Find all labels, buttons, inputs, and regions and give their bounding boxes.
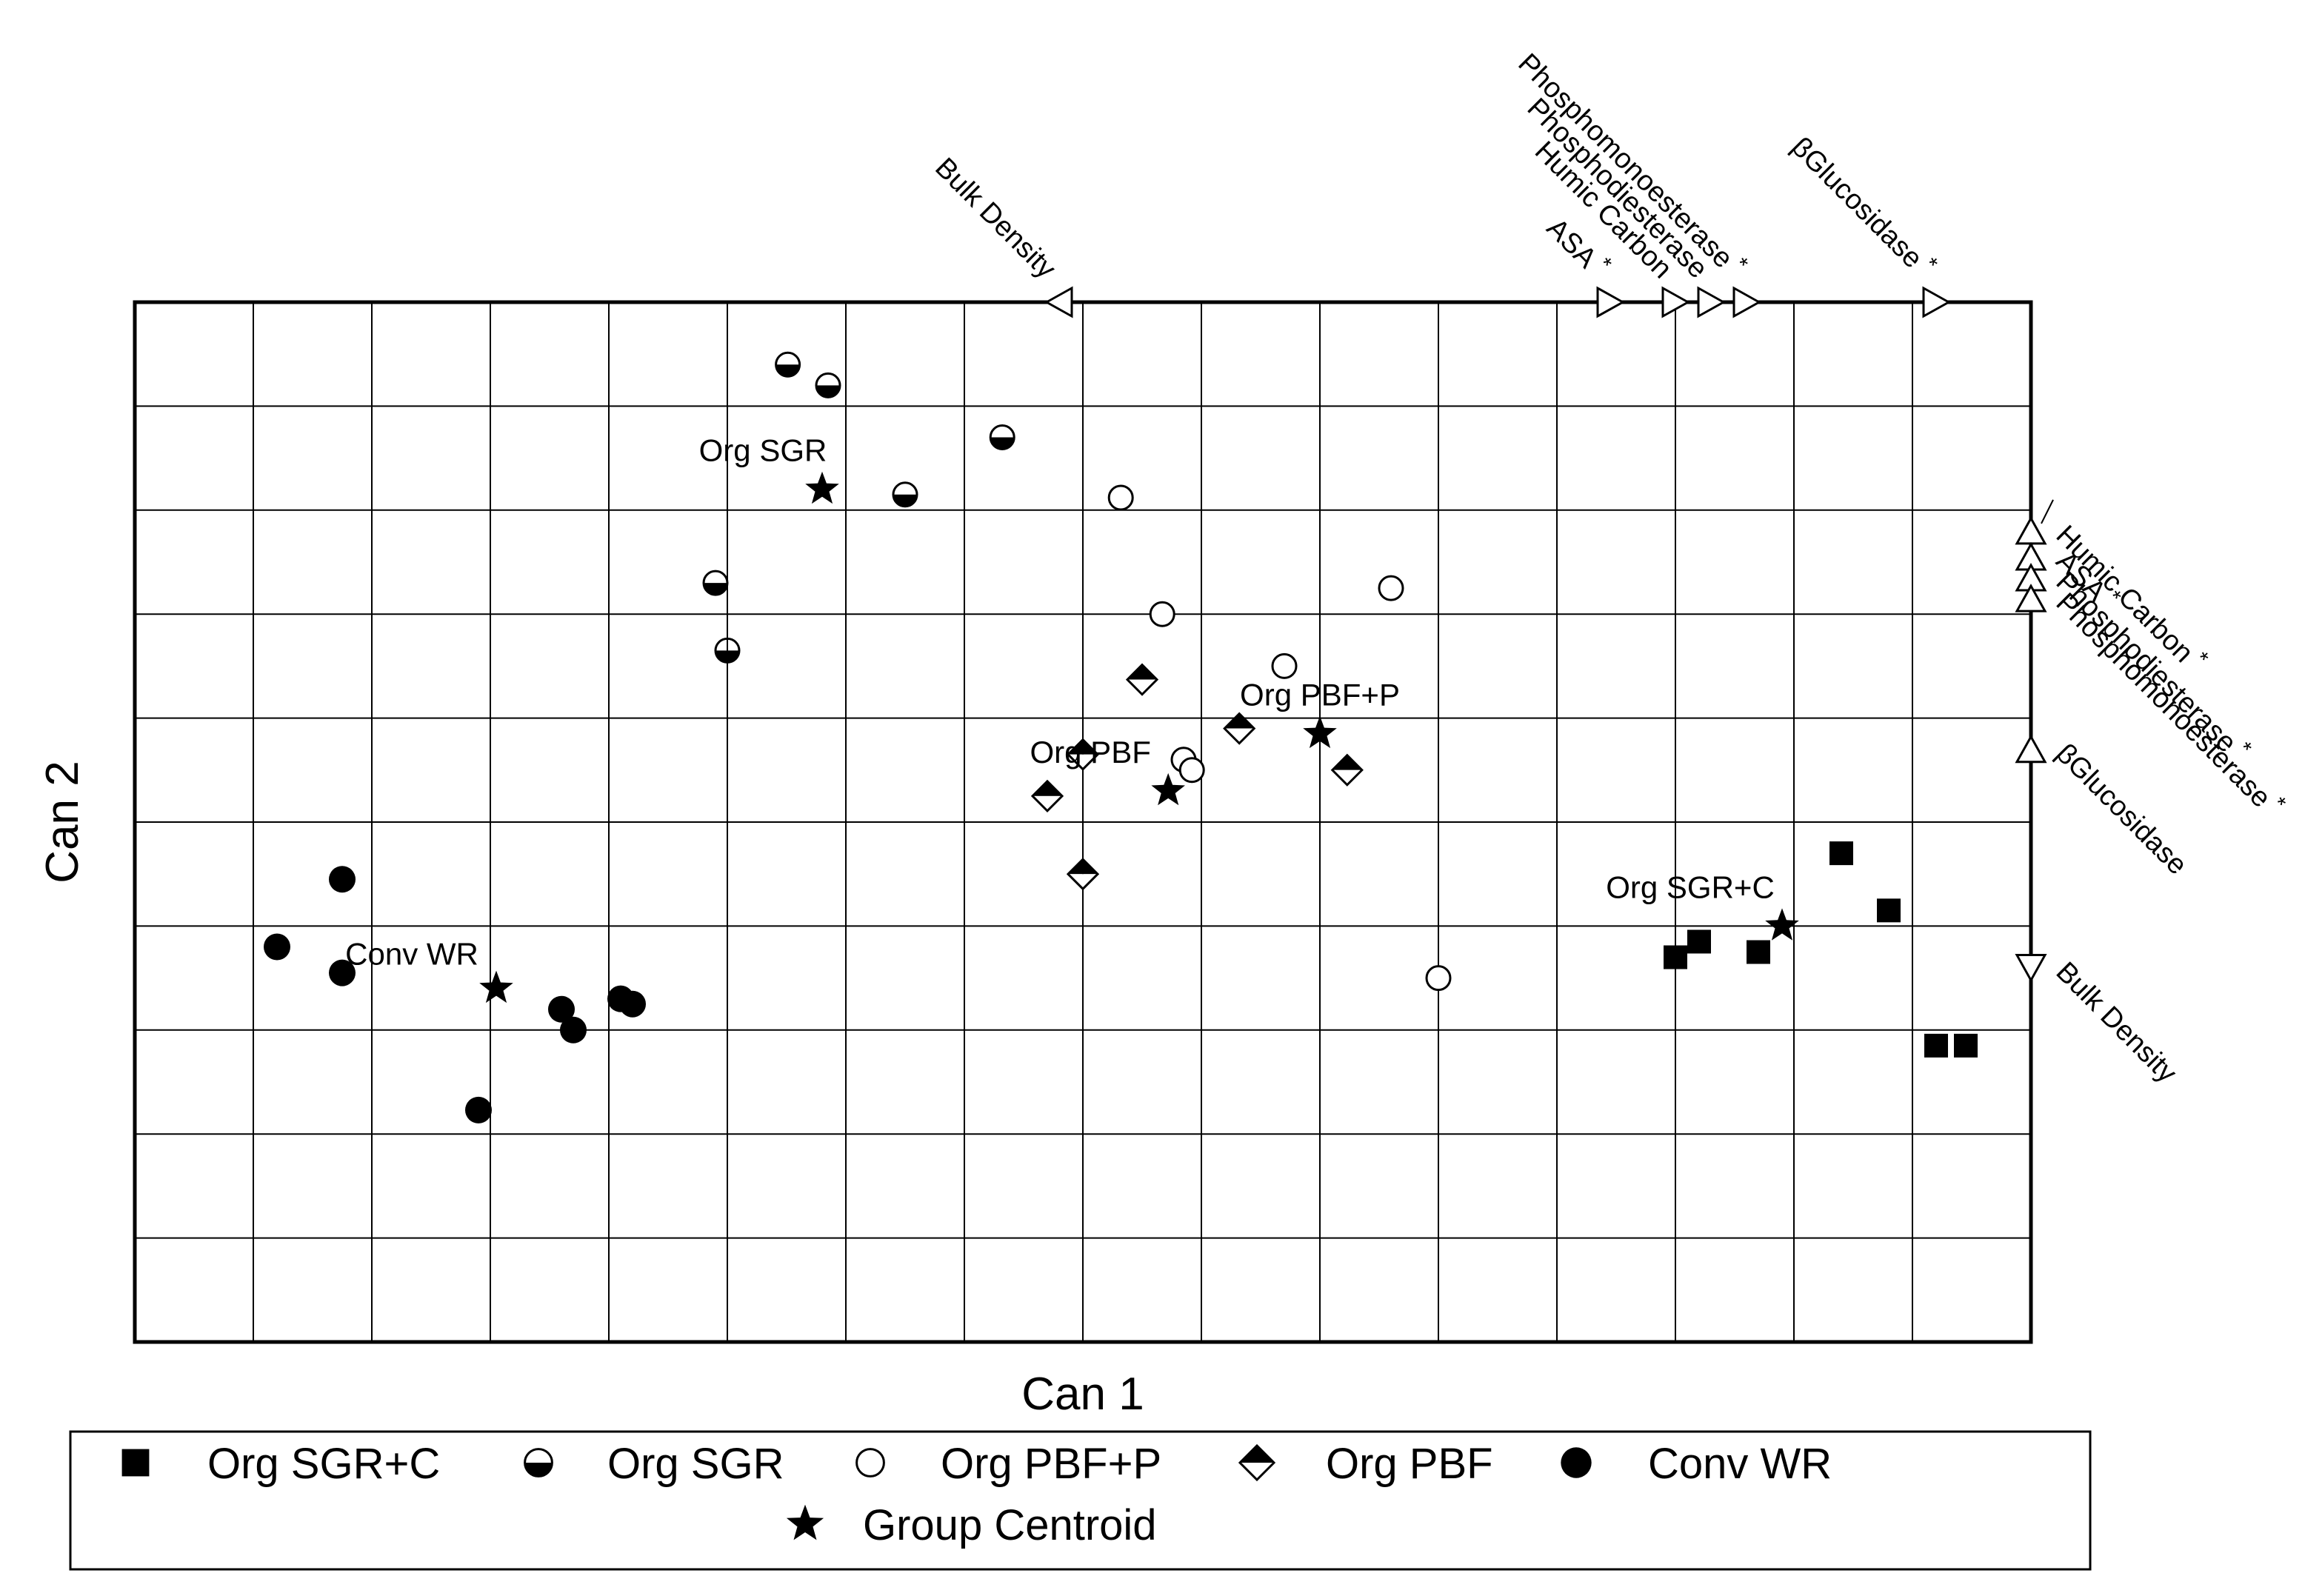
legend-marker-org-sgr [524, 1448, 553, 1478]
legend-label-org-sgr: Org SGR [607, 1440, 784, 1488]
data-points [264, 351, 1978, 1123]
centroid-star [1765, 908, 1799, 941]
point-org-pbf-p [1378, 575, 1404, 601]
legend-label-org-sgr-c: Org SGR+C [207, 1440, 440, 1488]
legend-marker-conv-wr [1561, 1447, 1592, 1478]
point-org-pbf [1223, 712, 1256, 745]
point-org-sgr-c [1829, 841, 1853, 866]
vector-arrowhead [1661, 286, 1691, 318]
x-axis-label: Can 1 [1021, 1369, 1144, 1420]
point-org-sgr-c [1877, 898, 1901, 923]
point-org-sgr [702, 570, 729, 596]
point-conv-wr [548, 995, 575, 1023]
point-org-sgr [714, 637, 741, 664]
point-org-sgr-c [1687, 929, 1711, 954]
grid-lines [135, 302, 2031, 1342]
point-org-pbf-p [1271, 652, 1298, 679]
point-conv-wr [560, 1016, 587, 1044]
vector-label: Bulk Density [929, 152, 1061, 284]
vector-arrowhead [1596, 286, 1626, 318]
point-org-sgr-c [1924, 1033, 1948, 1058]
vector-arrowhead [1922, 286, 1952, 318]
centroid-label: Org SGR+C [1606, 869, 1775, 904]
vector-arrowhead [2015, 515, 2047, 545]
point-org-pbf-p [1425, 965, 1452, 992]
legend-box [69, 1430, 2092, 1571]
legend-marker-org-sgr-c [121, 1449, 150, 1477]
point-org-sgr [815, 372, 841, 398]
plot-frame [133, 300, 2033, 1344]
vector-arrowhead [1044, 286, 1073, 318]
legend: Org SGR+C Org SGR Org PBF+P Org PBF Conv WR G… [69, 1430, 2092, 1571]
point-org-pbf-p [1107, 484, 1134, 511]
centroid-star [1151, 772, 1185, 806]
point-org-pbf-p [1149, 601, 1175, 627]
point-org-sgr-c [1747, 940, 1770, 964]
legend-marker-group-centroid [786, 1504, 824, 1540]
legend-marker-org-pbf [1238, 1443, 1276, 1482]
vector-arrowhead [2015, 584, 2047, 612]
point-org-sgr [989, 424, 1015, 451]
point-org-pbf [1066, 858, 1100, 891]
vector-leader-line [2041, 499, 2054, 524]
centroid-star [1303, 715, 1337, 749]
vector-label: βGlucosidase [2050, 738, 2193, 881]
group-centroids: Org SGR Org PBF+P Org PBF Org SGR+C Conv WR [345, 433, 1799, 1004]
legend-label-group-centroid: Group Centroid [863, 1501, 1157, 1549]
y-axis-label: Can 2 [37, 761, 88, 883]
vector-arrowhead [2015, 734, 2047, 764]
point-org-sgr-c [1664, 945, 1687, 969]
centroid-label: Conv WR [345, 937, 478, 972]
variable-vectors: Bulk Density ASA*Humic CarbonPhosphodiest… [929, 44, 2290, 1089]
vector-arrowhead [1732, 286, 1762, 318]
point-conv-wr [465, 1096, 492, 1123]
vector-label: βGlucosidase* [1785, 127, 1942, 284]
point-org-sgr-c [1954, 1033, 1978, 1058]
point-org-pbf-p [1178, 757, 1205, 784]
legend-label-conv-wr: Conv WR [1648, 1440, 1832, 1488]
point-org-sgr [892, 481, 918, 508]
point-org-pbf [1066, 738, 1100, 771]
centroid-label: Org PBF+P [1240, 678, 1400, 712]
point-conv-wr [619, 990, 646, 1018]
point-conv-wr [329, 959, 356, 986]
point-org-pbf [1125, 663, 1159, 696]
centroid-star [479, 970, 513, 1004]
point-org-pbf [1330, 753, 1364, 787]
vector-arrowhead [2015, 954, 2047, 983]
vector-label: Phosphodiesterase* [2050, 563, 2257, 769]
centroid-star [805, 471, 839, 504]
point-org-sgr [775, 351, 801, 378]
centroid-label: Org SGR [699, 433, 827, 468]
legend-label-org-pbf: Org PBF [1326, 1440, 1493, 1488]
legend-marker-org-pbf-p [855, 1448, 885, 1478]
point-conv-wr [329, 866, 356, 893]
legend-label-org-pbf-p: Org PBF+P [941, 1440, 1161, 1488]
vector-arrowhead [1697, 286, 1727, 318]
vector-label: Phosphodiesterase [1521, 93, 1714, 285]
vector-label: Bulk Density [2050, 956, 2183, 1089]
point-org-pbf [1030, 779, 1064, 813]
point-conv-wr [264, 933, 290, 961]
centroid-label: Org PBF [1030, 735, 1151, 769]
